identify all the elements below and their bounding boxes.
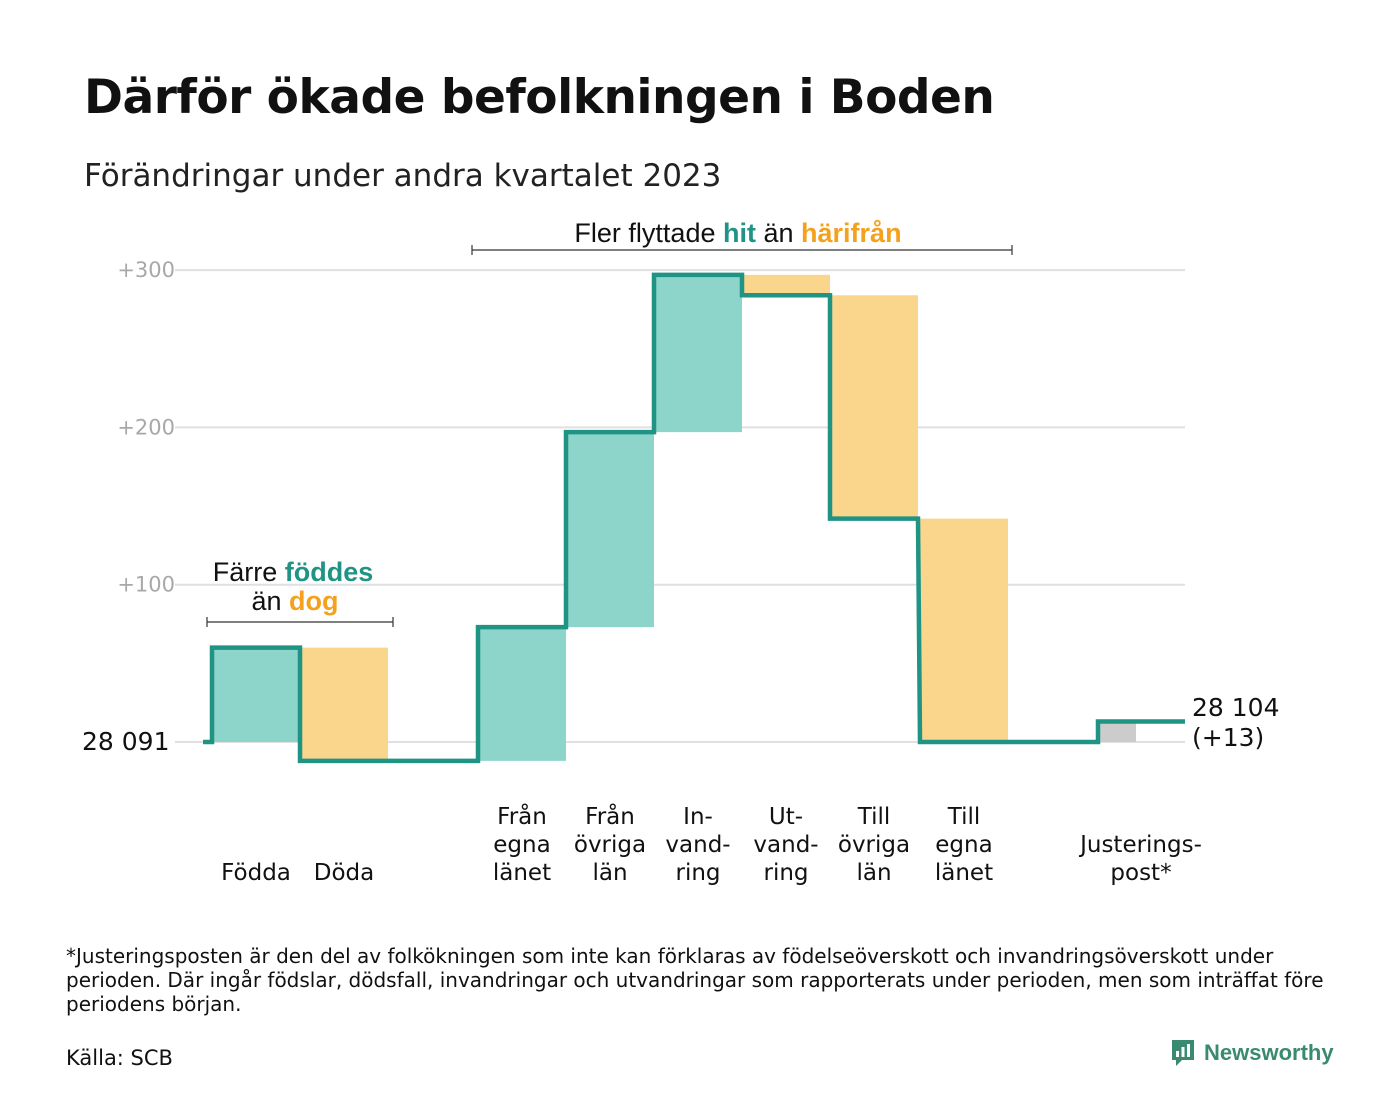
end-value-label: 28 104 [1192,693,1279,722]
category-label: egna [935,832,992,858]
category-label: Justerings- [1078,832,1202,858]
category-label: egna [493,832,550,858]
category-label: vand- [665,832,730,858]
chart-subtitle: Förändringar under andra kvartalet 2023 [84,158,722,194]
waterfall-bar [742,274,830,296]
category-label: Födda [221,860,291,886]
y-tick-label: +100 [117,573,175,597]
category-label: In- [683,804,713,830]
brand-logo[interactable]: Newsworthy [1170,1038,1334,1068]
annotation-part: föddes [285,557,374,587]
annotation-part: än [251,586,289,616]
category-label: vand- [753,832,818,858]
running-total-line [203,272,1185,764]
category-label: Från [585,802,635,830]
category-label: län [592,860,627,886]
waterfall-bar [300,647,388,761]
category-label: länet [935,860,993,886]
baseline-value-label: 28 091 [82,727,169,756]
y-tick-label: +200 [117,415,175,439]
annotation-births-line2: än dog [251,586,338,616]
category-label: ring [675,860,720,886]
waterfall-bar [566,432,654,628]
waterfall-bar [212,647,300,742]
category-label: post* [1110,860,1171,886]
annotation-part: dog [289,586,338,616]
chart-title: Därför ökade befolkningen i Boden [84,70,995,125]
source-note: Källa: SCB [66,1046,173,1070]
waterfall-bar [478,627,566,761]
category-label: länet [493,860,551,886]
category-label: län [856,860,891,886]
annotation-part: härifrån [801,218,902,248]
annotation-part: än [756,218,801,248]
bar-chart-speech-bubble-icon [1172,1040,1194,1066]
category-label: övriga [574,832,646,858]
annotation-moves: Fler flyttade hit än härifrån [574,218,901,248]
annotation-part: hit [723,218,756,248]
annotation-births-line1: Färre föddes [213,557,374,587]
end-value-label: (+13) [1192,723,1264,752]
annotation-part: Fler flyttade [574,218,723,248]
category-label: övriga [838,832,910,858]
waterfall-bar [920,518,1008,742]
waterfall-bar [1098,721,1136,742]
category-label: Till [857,804,891,830]
waterfall-bar [654,274,742,433]
brand-name: Newsworthy [1204,1040,1334,1065]
annotation-part: Färre [213,557,285,587]
category-label: ring [763,860,808,886]
footnote: *Justeringsposten är den del av folkökni… [66,944,1324,1016]
category-label: Döda [314,860,374,886]
category-label: Till [947,804,981,830]
y-tick-label: +300 [117,258,175,282]
category-label: Ut- [769,804,803,830]
category-label: Från [497,802,547,830]
waterfall-bar [830,295,918,519]
